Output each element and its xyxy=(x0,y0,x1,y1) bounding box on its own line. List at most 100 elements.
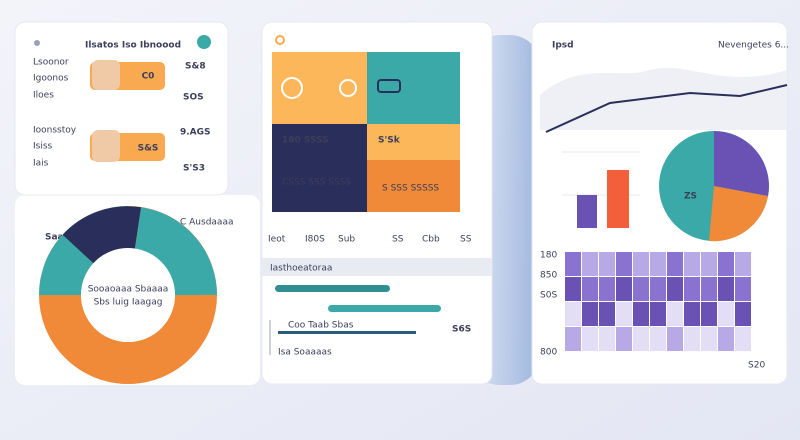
axis-label: 180 xyxy=(540,251,557,261)
value: 9.AGS xyxy=(180,128,211,138)
tile-text: 180 SSSS xyxy=(282,136,329,146)
pie: ZS xyxy=(659,131,769,242)
donut-hole xyxy=(81,248,175,342)
stat: I80S xyxy=(305,235,325,245)
bar xyxy=(607,170,629,228)
heat-cell xyxy=(718,252,734,276)
icon xyxy=(281,77,303,99)
heat-cell xyxy=(582,277,598,301)
donut-center: Sbs luig Iaagag xyxy=(94,298,163,308)
axis-label: 800 xyxy=(540,348,557,358)
heat-cell xyxy=(735,327,751,351)
heat-cell xyxy=(718,327,734,351)
row-label: Ioonsstoy xyxy=(33,126,77,136)
stat: Ieot xyxy=(268,235,286,245)
dot xyxy=(34,40,40,46)
stat: SS xyxy=(392,235,404,245)
card-title: Ipsd xyxy=(552,41,574,51)
row-label: Lsoonor xyxy=(33,58,69,68)
heat-cell xyxy=(701,252,717,276)
heat-cell xyxy=(667,327,683,351)
tile-text: S SSS SSSSS xyxy=(382,184,439,194)
bar xyxy=(577,195,597,228)
value: S'S3 xyxy=(183,164,205,174)
heat-cell xyxy=(616,277,632,301)
trend-line xyxy=(545,84,788,133)
heat-cell xyxy=(633,327,649,351)
heat-cell xyxy=(684,302,700,326)
heat-cell xyxy=(616,327,632,351)
heat-cell xyxy=(565,302,581,326)
tile-text: S'Sk xyxy=(378,136,401,146)
heat-cell xyxy=(718,277,734,301)
stat: Cbb xyxy=(422,235,440,245)
tile xyxy=(272,124,367,212)
heat-cell xyxy=(616,252,632,276)
icon xyxy=(275,35,285,45)
tile xyxy=(272,52,367,124)
heat-cell xyxy=(684,277,700,301)
tile xyxy=(367,124,460,160)
heat-cell xyxy=(616,302,632,326)
card-subtitle: Nevengetes 6... xyxy=(718,41,789,51)
icon xyxy=(377,79,401,93)
heat-cell xyxy=(633,252,649,276)
heat-cell xyxy=(650,252,666,276)
heat-cell xyxy=(633,277,649,301)
axis-label: S0S xyxy=(540,291,557,301)
heat-cell xyxy=(599,327,615,351)
heat-cell xyxy=(667,302,683,326)
heat-cell xyxy=(582,252,598,276)
heat-cell xyxy=(667,252,683,276)
heat-cell xyxy=(684,252,700,276)
pie-label: ZS xyxy=(684,192,697,202)
heat-cell xyxy=(684,327,700,351)
pie-slice xyxy=(709,186,768,242)
row-label: Igoonos xyxy=(33,74,69,84)
heat-cell xyxy=(701,327,717,351)
list-title: Iasthoeatoraa xyxy=(270,264,332,274)
pie-slice xyxy=(714,131,769,196)
status-dot xyxy=(197,35,211,49)
thumb xyxy=(92,130,120,162)
donut-seg xyxy=(134,207,217,296)
heat-cell xyxy=(565,252,581,276)
progress xyxy=(275,285,390,292)
donut-side-label: C Ausdaaaa xyxy=(180,218,233,228)
heat-cell xyxy=(565,277,581,301)
donut-center: Sooaoaaa Sbaaaa xyxy=(88,285,169,295)
heat-cell xyxy=(735,302,751,326)
heat-cell xyxy=(650,302,666,326)
heat-cell xyxy=(599,277,615,301)
icon xyxy=(339,79,357,97)
footer-label: S20 xyxy=(748,361,765,371)
card-title: Ilsatos Iso Ibnoood xyxy=(85,41,181,51)
summary-card xyxy=(14,21,229,196)
list-footer: Isa Soaaaas xyxy=(278,348,332,358)
tile-text: CSSS SSS SSSS xyxy=(282,178,351,188)
heat-cell xyxy=(735,277,751,301)
heat-cell xyxy=(735,252,751,276)
heatmap xyxy=(565,252,751,351)
heat-cell xyxy=(701,277,717,301)
heat-cell xyxy=(633,302,649,326)
heat-cell xyxy=(582,302,598,326)
tile xyxy=(367,52,460,124)
progress xyxy=(278,331,416,334)
thumb xyxy=(92,60,120,90)
heat-cell xyxy=(718,302,734,326)
progress xyxy=(328,305,441,312)
heat-cell xyxy=(582,327,598,351)
heat-cell xyxy=(701,302,717,326)
heat-cell xyxy=(599,302,615,326)
row-label: Iais xyxy=(33,159,49,169)
row-label: Isiss xyxy=(33,142,53,152)
stat: SS xyxy=(460,235,472,245)
row-label: Iloes xyxy=(33,91,54,101)
value: SOS xyxy=(183,93,204,103)
tag-text: C0 xyxy=(142,72,155,82)
axis-label: 850 xyxy=(540,271,557,281)
donut: Sooaoaaa Sbaaaa Sbs luig Iaagag xyxy=(39,206,217,384)
